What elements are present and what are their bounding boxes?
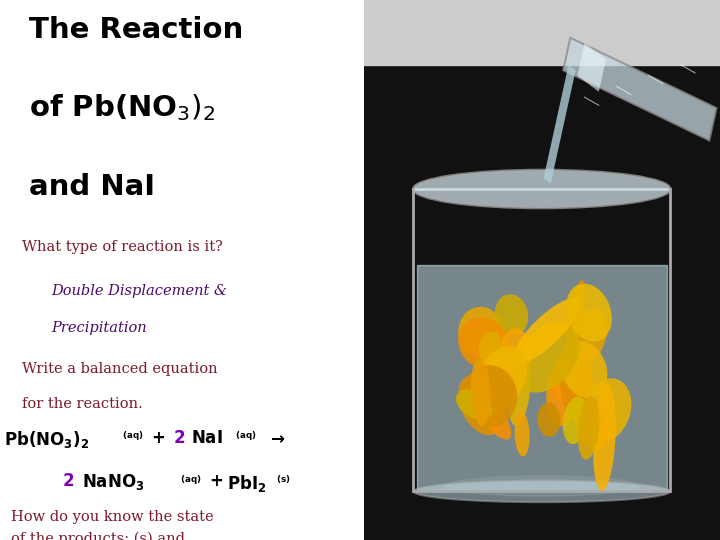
- Text: $\mathbf{PbI_2}$: $\mathbf{PbI_2}$: [228, 472, 266, 494]
- Ellipse shape: [413, 481, 670, 502]
- Text: $\mathbf{{}_{(aq)}}$: $\mathbf{{}_{(aq)}}$: [235, 429, 256, 442]
- Text: What type of reaction is it?: What type of reaction is it?: [22, 240, 222, 254]
- Text: $\mathbf{{}_{(s)}}$: $\mathbf{{}_{(s)}}$: [276, 472, 291, 485]
- Ellipse shape: [515, 411, 530, 456]
- Text: $\mathbf{NaI}$: $\mathbf{NaI}$: [191, 429, 222, 447]
- Text: Precipitation: Precipitation: [51, 321, 147, 335]
- Ellipse shape: [456, 389, 492, 420]
- Text: Write a balanced equation: Write a balanced equation: [22, 362, 217, 376]
- Ellipse shape: [561, 341, 607, 398]
- Bar: [417, 265, 667, 491]
- Ellipse shape: [574, 399, 607, 450]
- Ellipse shape: [593, 383, 616, 491]
- Text: $\mathbf{NaNO_3}$: $\mathbf{NaNO_3}$: [82, 472, 144, 492]
- Ellipse shape: [552, 353, 580, 402]
- Ellipse shape: [497, 328, 532, 391]
- Text: $\mathbf{+}$: $\mathbf{+}$: [209, 472, 223, 490]
- Ellipse shape: [572, 308, 607, 362]
- Ellipse shape: [479, 332, 504, 369]
- Ellipse shape: [577, 396, 599, 460]
- Ellipse shape: [537, 402, 560, 437]
- Ellipse shape: [413, 170, 670, 208]
- Ellipse shape: [580, 379, 631, 443]
- Ellipse shape: [563, 396, 588, 444]
- Ellipse shape: [513, 298, 580, 364]
- Text: $\mathbf{2}$: $\mathbf{2}$: [173, 429, 185, 447]
- Ellipse shape: [560, 349, 593, 418]
- Text: $\mathbf{{}_{(aq)}}$: $\mathbf{{}_{(aq)}}$: [122, 429, 143, 442]
- Ellipse shape: [462, 365, 517, 427]
- Ellipse shape: [444, 475, 640, 497]
- Text: for the reaction.: for the reaction.: [22, 397, 143, 411]
- Ellipse shape: [467, 383, 511, 440]
- Text: of Pb(NO$_3)_2$: of Pb(NO$_3)_2$: [29, 92, 215, 123]
- Text: and NaI: and NaI: [29, 173, 156, 201]
- Text: How do you know the state
of the products: (s) and
(aq)?: How do you know the state of the product…: [11, 510, 214, 540]
- Ellipse shape: [458, 375, 503, 435]
- Ellipse shape: [566, 284, 612, 342]
- Ellipse shape: [546, 355, 582, 426]
- Ellipse shape: [471, 358, 490, 427]
- Ellipse shape: [458, 307, 505, 360]
- Polygon shape: [544, 65, 576, 184]
- Text: $\mathbf{\rightarrow}$: $\mathbf{\rightarrow}$: [267, 429, 286, 447]
- Ellipse shape: [515, 322, 580, 393]
- Text: $\mathbf{2}$: $\mathbf{2}$: [62, 472, 74, 490]
- Text: The Reaction: The Reaction: [29, 16, 243, 44]
- Ellipse shape: [564, 280, 585, 375]
- Text: $\mathbf{{}_{(aq)}}$: $\mathbf{{}_{(aq)}}$: [180, 472, 202, 485]
- Polygon shape: [563, 38, 716, 140]
- Ellipse shape: [458, 317, 509, 369]
- Ellipse shape: [495, 294, 528, 336]
- Text: Double Displacement &: Double Displacement &: [51, 284, 227, 298]
- Text: $\mathbf{Pb(NO_3)_2}$: $\mathbf{Pb(NO_3)_2}$: [4, 429, 89, 450]
- Ellipse shape: [470, 346, 527, 415]
- Text: $\mathbf{+}$: $\mathbf{+}$: [151, 429, 165, 447]
- Ellipse shape: [509, 369, 530, 426]
- Polygon shape: [577, 43, 606, 92]
- Bar: [364, 0, 720, 65]
